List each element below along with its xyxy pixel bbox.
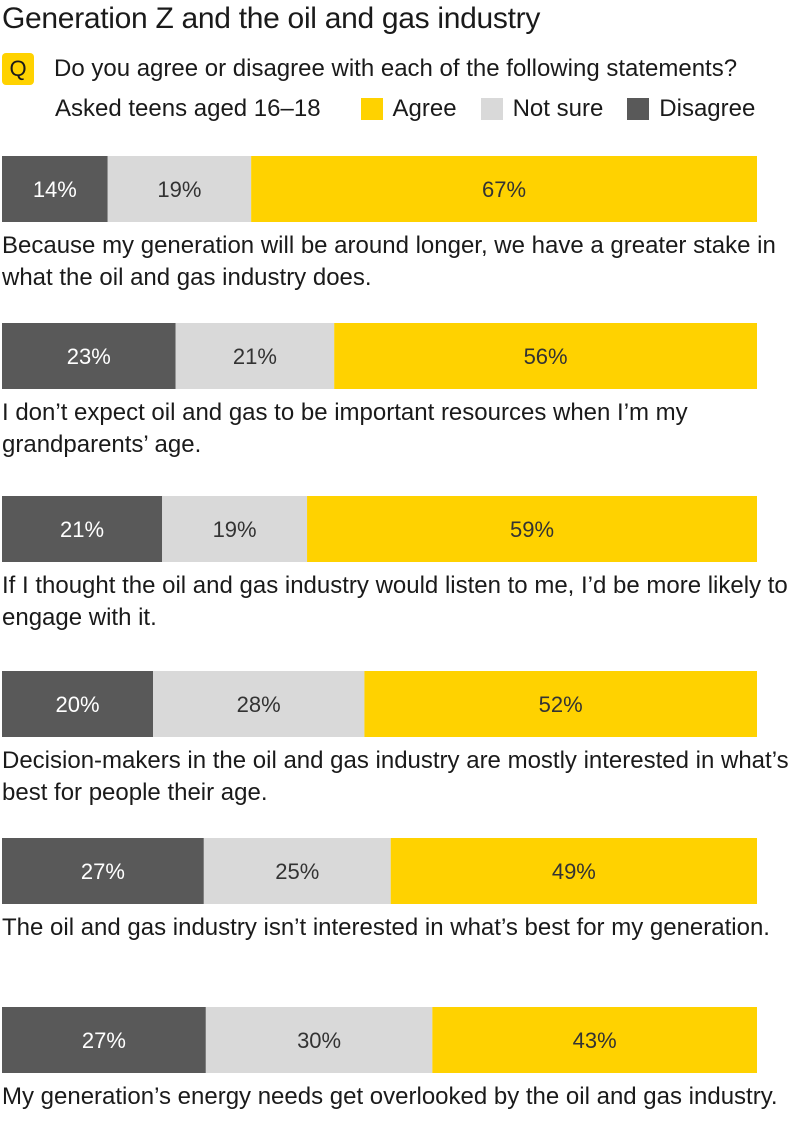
statement-label: Because my generation will be around lon… (2, 232, 776, 291)
bar-segment-agree (251, 156, 757, 222)
legend-item-agree: Agree (360, 95, 457, 123)
bar-segment-disagree (2, 838, 204, 904)
bar-label-not-sure: 19% (157, 177, 201, 202)
bar-label-disagree: 20% (55, 692, 99, 717)
legend-label-disagree: Disagree (659, 95, 756, 122)
chart-subtitle: Asked teens aged 16–18 (55, 95, 321, 122)
legend-label-agree: Agree (392, 95, 457, 122)
bar-segment-not-sure (175, 323, 335, 389)
bar-segment-agree (432, 1007, 757, 1073)
bar-row: 27% 25% 49% (2, 838, 757, 904)
bar-label-agree: 49% (552, 859, 596, 884)
bar-label-disagree: 14% (33, 177, 77, 202)
bar-label-not-sure: 28% (237, 692, 281, 717)
legend-item-disagree: Disagree (627, 95, 755, 123)
statement-label: Decision-makers in the oil and gas indus… (2, 747, 789, 806)
bar-segment-agree (334, 323, 757, 389)
bar-segment-disagree (2, 496, 163, 562)
bar-label-disagree: 27% (81, 859, 125, 884)
bar-row: 20% 28% 52% (2, 671, 757, 737)
bar-label-agree: 59% (510, 517, 554, 542)
bar-row: 14% 19% 67% (2, 156, 757, 222)
bar-label-agree: 67% (482, 177, 526, 202)
bar-label-not-sure: 30% (297, 1028, 341, 1053)
bar-label-agree: 56% (524, 344, 568, 369)
bar-label-disagree: 21% (60, 517, 104, 542)
legend-label-not-sure: Not sure (512, 95, 604, 122)
bar-segment-disagree (2, 671, 153, 737)
bar-row: 27% 30% 43% (2, 1007, 757, 1073)
bar-label-not-sure: 25% (275, 859, 319, 884)
bar-segment-not-sure (203, 838, 391, 904)
statement-label: If I thought the oil and gas industry wo… (2, 572, 788, 631)
question-text: Do you agree or disagree with each of th… (54, 55, 738, 82)
bar-label-disagree: 27% (82, 1028, 126, 1053)
bar-label-not-sure: 19% (213, 517, 257, 542)
legend-swatch-agree (360, 98, 383, 120)
legend-swatch-not-sure (480, 98, 503, 120)
bar-segment-agree (390, 838, 757, 904)
question-row: Q Do you agree or disagree with each of … (2, 53, 737, 85)
statement-label: I don’t expect oil and gas to be importa… (2, 399, 688, 458)
question-badge: Q (2, 53, 34, 85)
statement-label: My generation’s energy needs get overloo… (2, 1083, 778, 1110)
legend-item-not-sure: Not sure (480, 95, 604, 123)
bar-segment-disagree (2, 156, 108, 222)
bar-segment-not-sure (162, 496, 308, 562)
bar-label-not-sure: 21% (233, 344, 277, 369)
bar-segment-not-sure (153, 671, 365, 737)
bar-segment-not-sure (107, 156, 252, 222)
legend: Agree Not sure Disagree (360, 95, 755, 123)
bar-segment-agree (364, 671, 757, 737)
bar-label-agree: 43% (573, 1028, 617, 1053)
bar-segment-disagree (2, 323, 176, 389)
chart-title: Generation Z and the oil and gas industr… (2, 2, 541, 35)
bar-segment-disagree (2, 1007, 206, 1073)
bar-segment-not-sure (205, 1007, 433, 1073)
legend-swatch-disagree (627, 98, 650, 120)
bar-row: 21% 19% 59% (2, 496, 757, 562)
bar-row: 23% 21% 56% (2, 323, 757, 389)
bar-label-disagree: 23% (67, 344, 111, 369)
statement-label: The oil and gas industry isn’t intereste… (2, 914, 770, 941)
bar-label-agree: 52% (539, 692, 583, 717)
subtitle-row: Asked teens aged 16–18 Agree Not sure Di… (55, 93, 755, 125)
bar-segment-agree (307, 496, 757, 562)
